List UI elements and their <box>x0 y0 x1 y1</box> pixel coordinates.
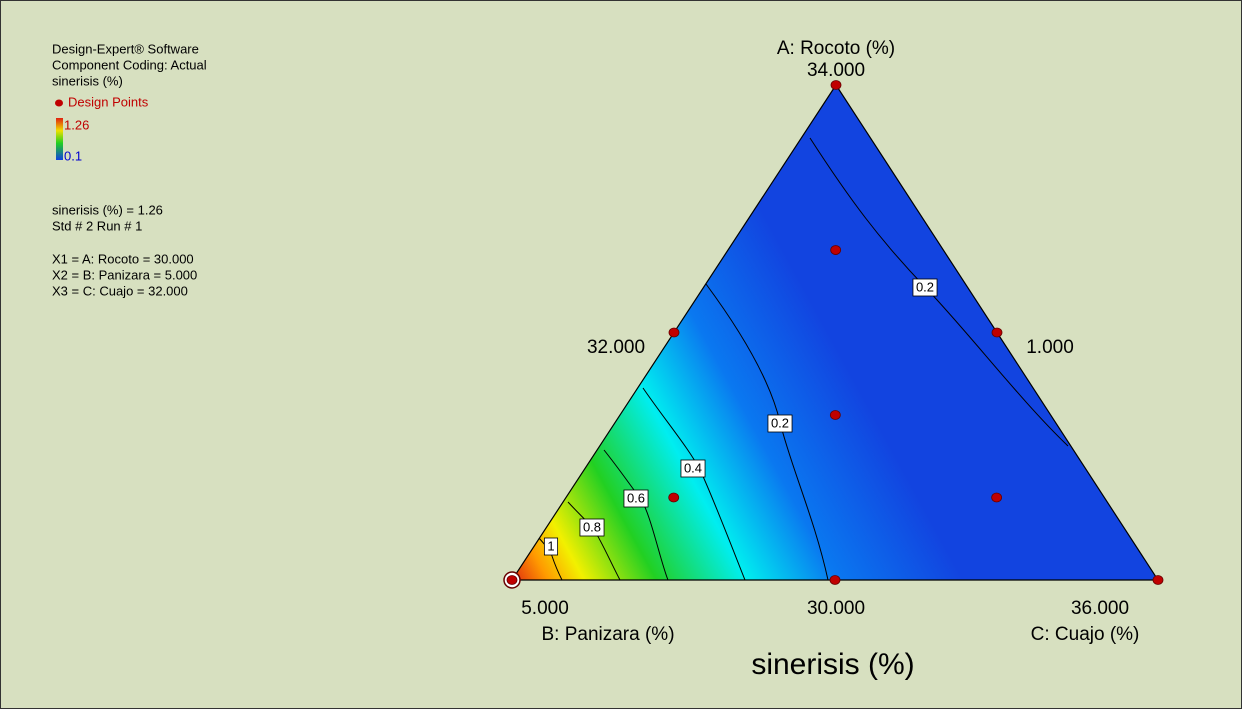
axis-a-label: A: Rocoto (%) <box>777 38 895 59</box>
design-point <box>991 327 1003 338</box>
design-point <box>1152 575 1164 585</box>
contour-label-box <box>623 489 649 508</box>
info-line: X2 = B: Panizara = 5.000 <box>52 267 197 282</box>
info-line: sinerisis (%) = 1.26 <box>52 202 163 217</box>
colorbar <box>56 118 63 160</box>
legend-marker <box>55 99 63 107</box>
design-point <box>830 245 842 255</box>
contour-label-box <box>912 278 938 297</box>
contour-label: 1 <box>547 538 554 553</box>
colorbar-min: 0.1 <box>64 148 82 163</box>
info-line: X3 = C: Cuajo = 32.000 <box>52 283 188 298</box>
response-surface <box>512 85 1158 580</box>
coding: Component Coding: Actual <box>52 57 207 72</box>
axis-b-label: B: Panizara (%) <box>541 624 674 645</box>
legend-entry: Design Points <box>68 94 149 109</box>
axis-c-high: 36.000 <box>1071 598 1129 619</box>
info-line: X1 = A: Rocoto = 30.000 <box>52 251 194 266</box>
info-line: Std # 2 Run # 1 <box>52 218 142 233</box>
software: Design-Expert® Software <box>52 41 199 56</box>
design-point <box>668 492 680 503</box>
legend-title: sinerisis (%) <box>52 73 123 88</box>
design-point <box>991 492 1003 503</box>
contour-label-box <box>680 459 706 478</box>
design-point <box>830 80 842 90</box>
axis-a-low: 1.000 <box>1026 337 1074 358</box>
contour-label-box <box>767 414 793 433</box>
contour-label: 0.8 <box>583 519 601 534</box>
axis-b-high: 5.000 <box>521 598 569 619</box>
contour-label: 0.4 <box>684 460 702 475</box>
design-point <box>829 575 841 585</box>
contour-label: 0.6 <box>627 490 645 505</box>
axis-c-low: 30.000 <box>807 598 865 619</box>
axis-a-high: 34.000 <box>807 60 865 81</box>
contour-label-box <box>543 537 559 556</box>
contour-label: 0.2 <box>916 279 934 294</box>
contour-label: 0.2 <box>771 415 789 430</box>
contour-label-box <box>579 518 605 537</box>
chart-title: sinerisis (%) <box>751 648 914 681</box>
design-point <box>668 327 680 338</box>
axis-c-label: C: Cuajo (%) <box>1031 624 1140 645</box>
contour-line <box>538 537 563 581</box>
design-point <box>829 410 841 420</box>
colorbar-max: 1.26 <box>64 117 89 132</box>
axis-b-low: 32.000 <box>587 337 645 358</box>
design-point <box>506 575 518 585</box>
